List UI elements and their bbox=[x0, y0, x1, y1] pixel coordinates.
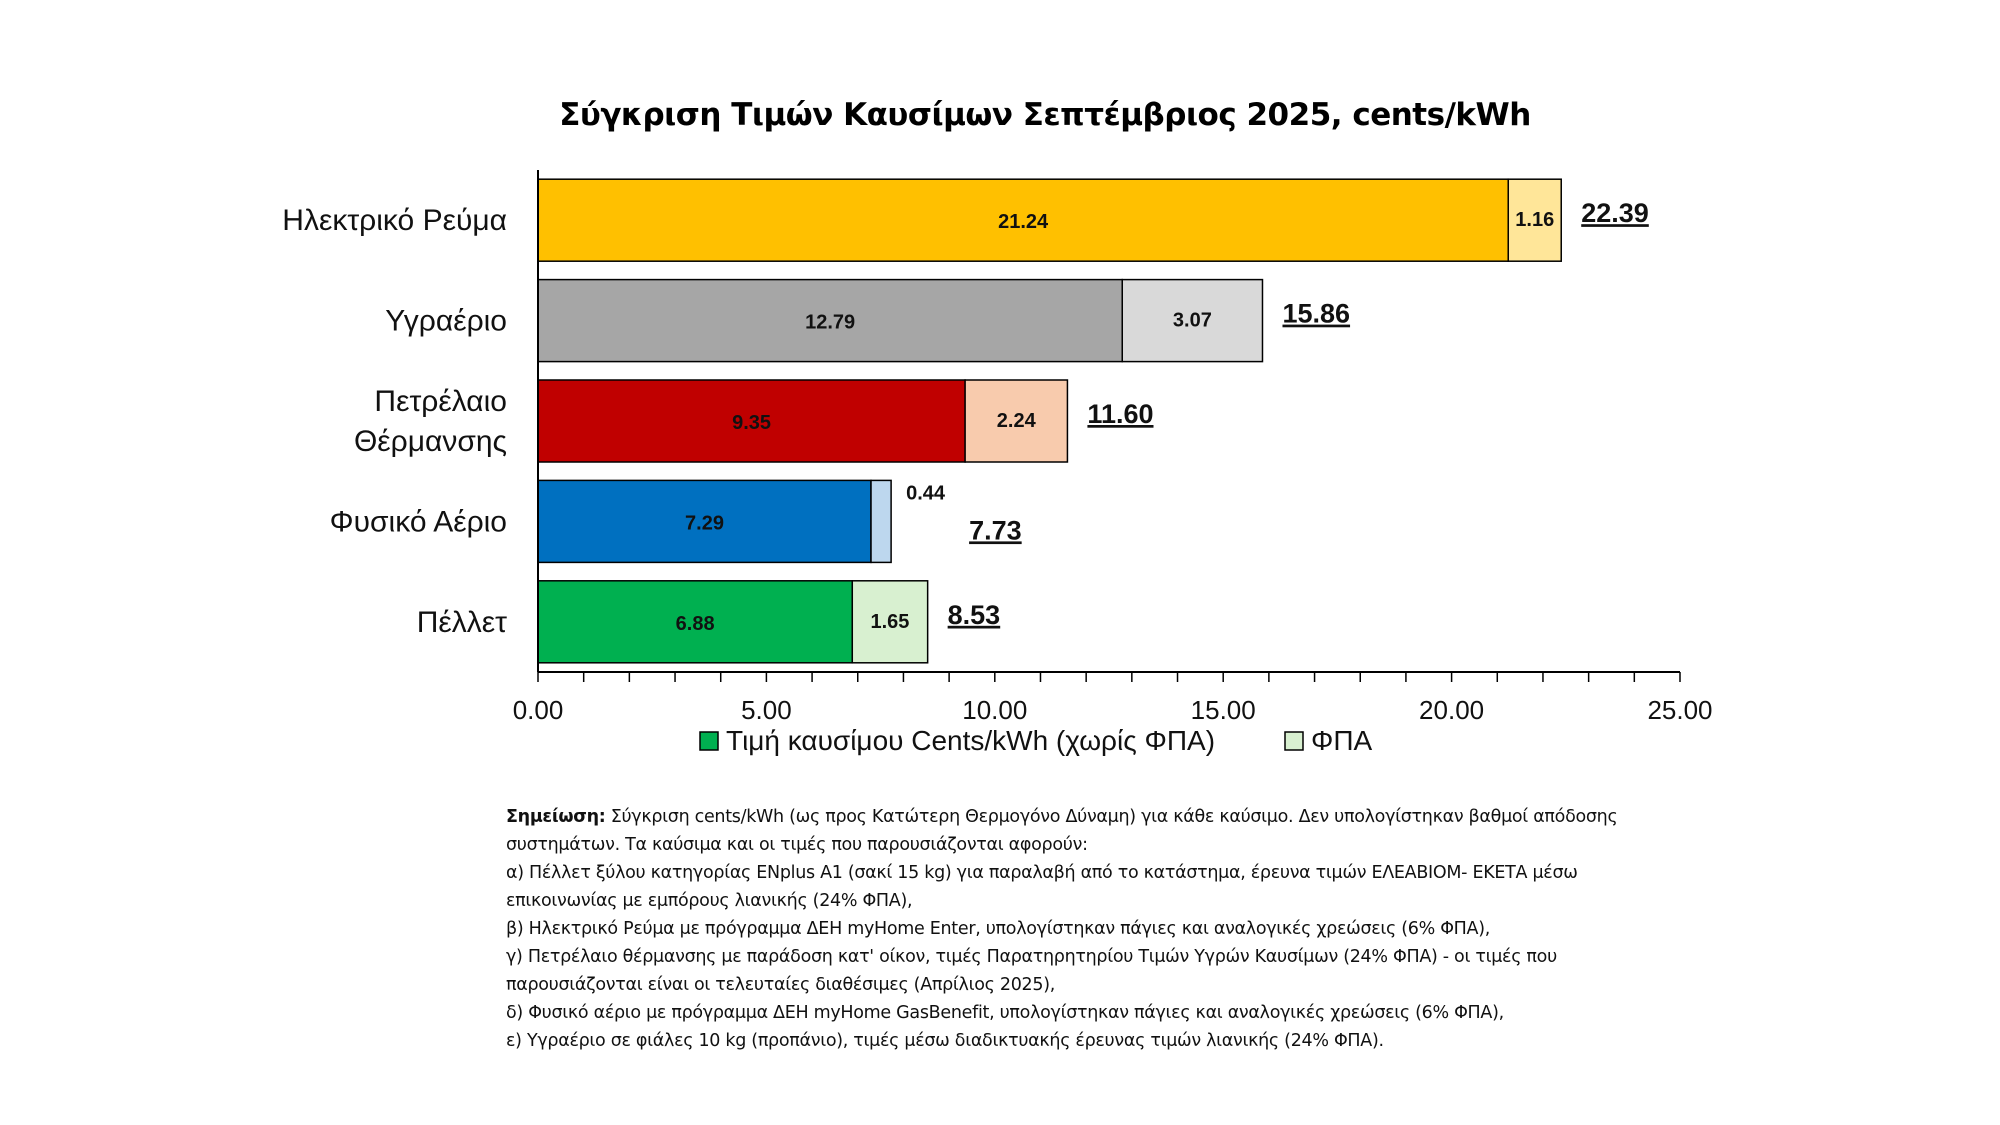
footnote-item-b: β) Ηλεκτρικό Ρεύμα με πρόγραμμα ΔΕΗ myHo… bbox=[506, 919, 1491, 939]
x-tick-label: 15.00 bbox=[1191, 695, 1256, 725]
data-label-base: 12.79 bbox=[805, 312, 855, 334]
bar-vat bbox=[870, 479, 892, 564]
bar-base bbox=[537, 479, 872, 564]
footnote-item-a: α) Πέλλετ ξύλου κατηγορίας ENplus A1 (σα… bbox=[506, 863, 1578, 911]
footnote-label: Σημείωση: bbox=[506, 807, 606, 827]
total-label: 8.53 bbox=[948, 600, 1001, 630]
x-axis: 0.00 5.00 10.00 15.00 20.00 25.00 bbox=[513, 170, 1713, 725]
total-label: 22.39 bbox=[1581, 198, 1649, 228]
data-label-base: 21.24 bbox=[998, 211, 1049, 233]
footnote-item-c: γ) Πετρέλαιο θέρμανσης με παράδοση κατ' … bbox=[506, 947, 1557, 995]
x-tick-label: 20.00 bbox=[1419, 695, 1484, 725]
footnote-item-d: δ) Φυσικό αέριο με πρόγραμμα ΔΕΗ myHome … bbox=[506, 1003, 1504, 1023]
category-label: Φυσικό Αέριο bbox=[330, 505, 507, 538]
data-label-base: 6.88 bbox=[676, 613, 715, 635]
bar-base bbox=[537, 580, 854, 664]
legend: Τιμή καυσίμου Cents/kWh (χωρίς ΦΠΑ) ΦΠΑ bbox=[699, 725, 1373, 756]
category-labels: Ηλεκτρικό Ρεύμα Υγραέριο Πετρέλαιο Θέρμανση… bbox=[282, 204, 507, 639]
data-label-vat: 3.07 bbox=[1173, 310, 1212, 332]
total-label: 7.73 bbox=[969, 515, 1022, 545]
total-label: 15.86 bbox=[1282, 299, 1350, 329]
x-tick-label: 25.00 bbox=[1647, 695, 1712, 725]
x-tick-label: 0.00 bbox=[513, 695, 564, 725]
legend-swatch-vat bbox=[1284, 731, 1304, 751]
data-label-vat: 1.16 bbox=[1515, 209, 1554, 231]
chart-title: Σύγκριση Τιμών Καυσίμων Σεπτέμβριος 2025… bbox=[559, 97, 1531, 133]
legend-swatch-base bbox=[699, 731, 719, 751]
data-label-vat: 1.65 bbox=[870, 611, 909, 633]
data-label-base: 9.35 bbox=[732, 412, 771, 434]
category-label: Πέλλετ bbox=[417, 606, 507, 639]
x-tick-label: 5.00 bbox=[741, 695, 792, 725]
bars: 21.24 1.16 22.39 12.79 3.07 15.86 9.35 2.24 11.6… bbox=[537, 178, 1649, 664]
x-tick-label: 10.00 bbox=[962, 695, 1027, 725]
bar-vat bbox=[1121, 278, 1264, 363]
bar-vat bbox=[964, 379, 1069, 463]
footnote-intro-text: Σύγκριση cents/kWh (ως προς Κατώτερη Θερ… bbox=[506, 807, 1618, 855]
data-label-vat: 0.44 bbox=[906, 482, 946, 504]
footnote-intro: Σημείωση: Σύγκριση cents/kWh (ως προς Κα… bbox=[506, 803, 1666, 859]
category-label: Ηλεκτρικό Ρεύμα bbox=[282, 204, 507, 237]
footnote-item-e: ε) Υγραέριο σε φιάλες 10 kg (προπάνιο), … bbox=[506, 1031, 1384, 1051]
legend-label-base: Τιμή καυσίμου Cents/kWh (χωρίς ΦΠΑ) bbox=[726, 725, 1215, 756]
bar-base bbox=[537, 379, 966, 463]
footnote: Σημείωση: Σύγκριση cents/kWh (ως προς Κα… bbox=[506, 803, 1666, 1055]
total-label: 11.60 bbox=[1087, 399, 1153, 429]
category-label: Πετρέλαιο bbox=[374, 385, 507, 418]
legend-label-vat: ΦΠΑ bbox=[1311, 725, 1373, 756]
category-label: Υγραέριο bbox=[385, 305, 507, 338]
bar-base bbox=[537, 278, 1123, 363]
data-label-base: 7.29 bbox=[685, 512, 724, 534]
bar-vat bbox=[1507, 178, 1562, 262]
category-label: Θέρμανσης bbox=[354, 425, 507, 458]
bar-vat bbox=[851, 580, 929, 664]
data-label-vat: 2.24 bbox=[997, 410, 1037, 432]
